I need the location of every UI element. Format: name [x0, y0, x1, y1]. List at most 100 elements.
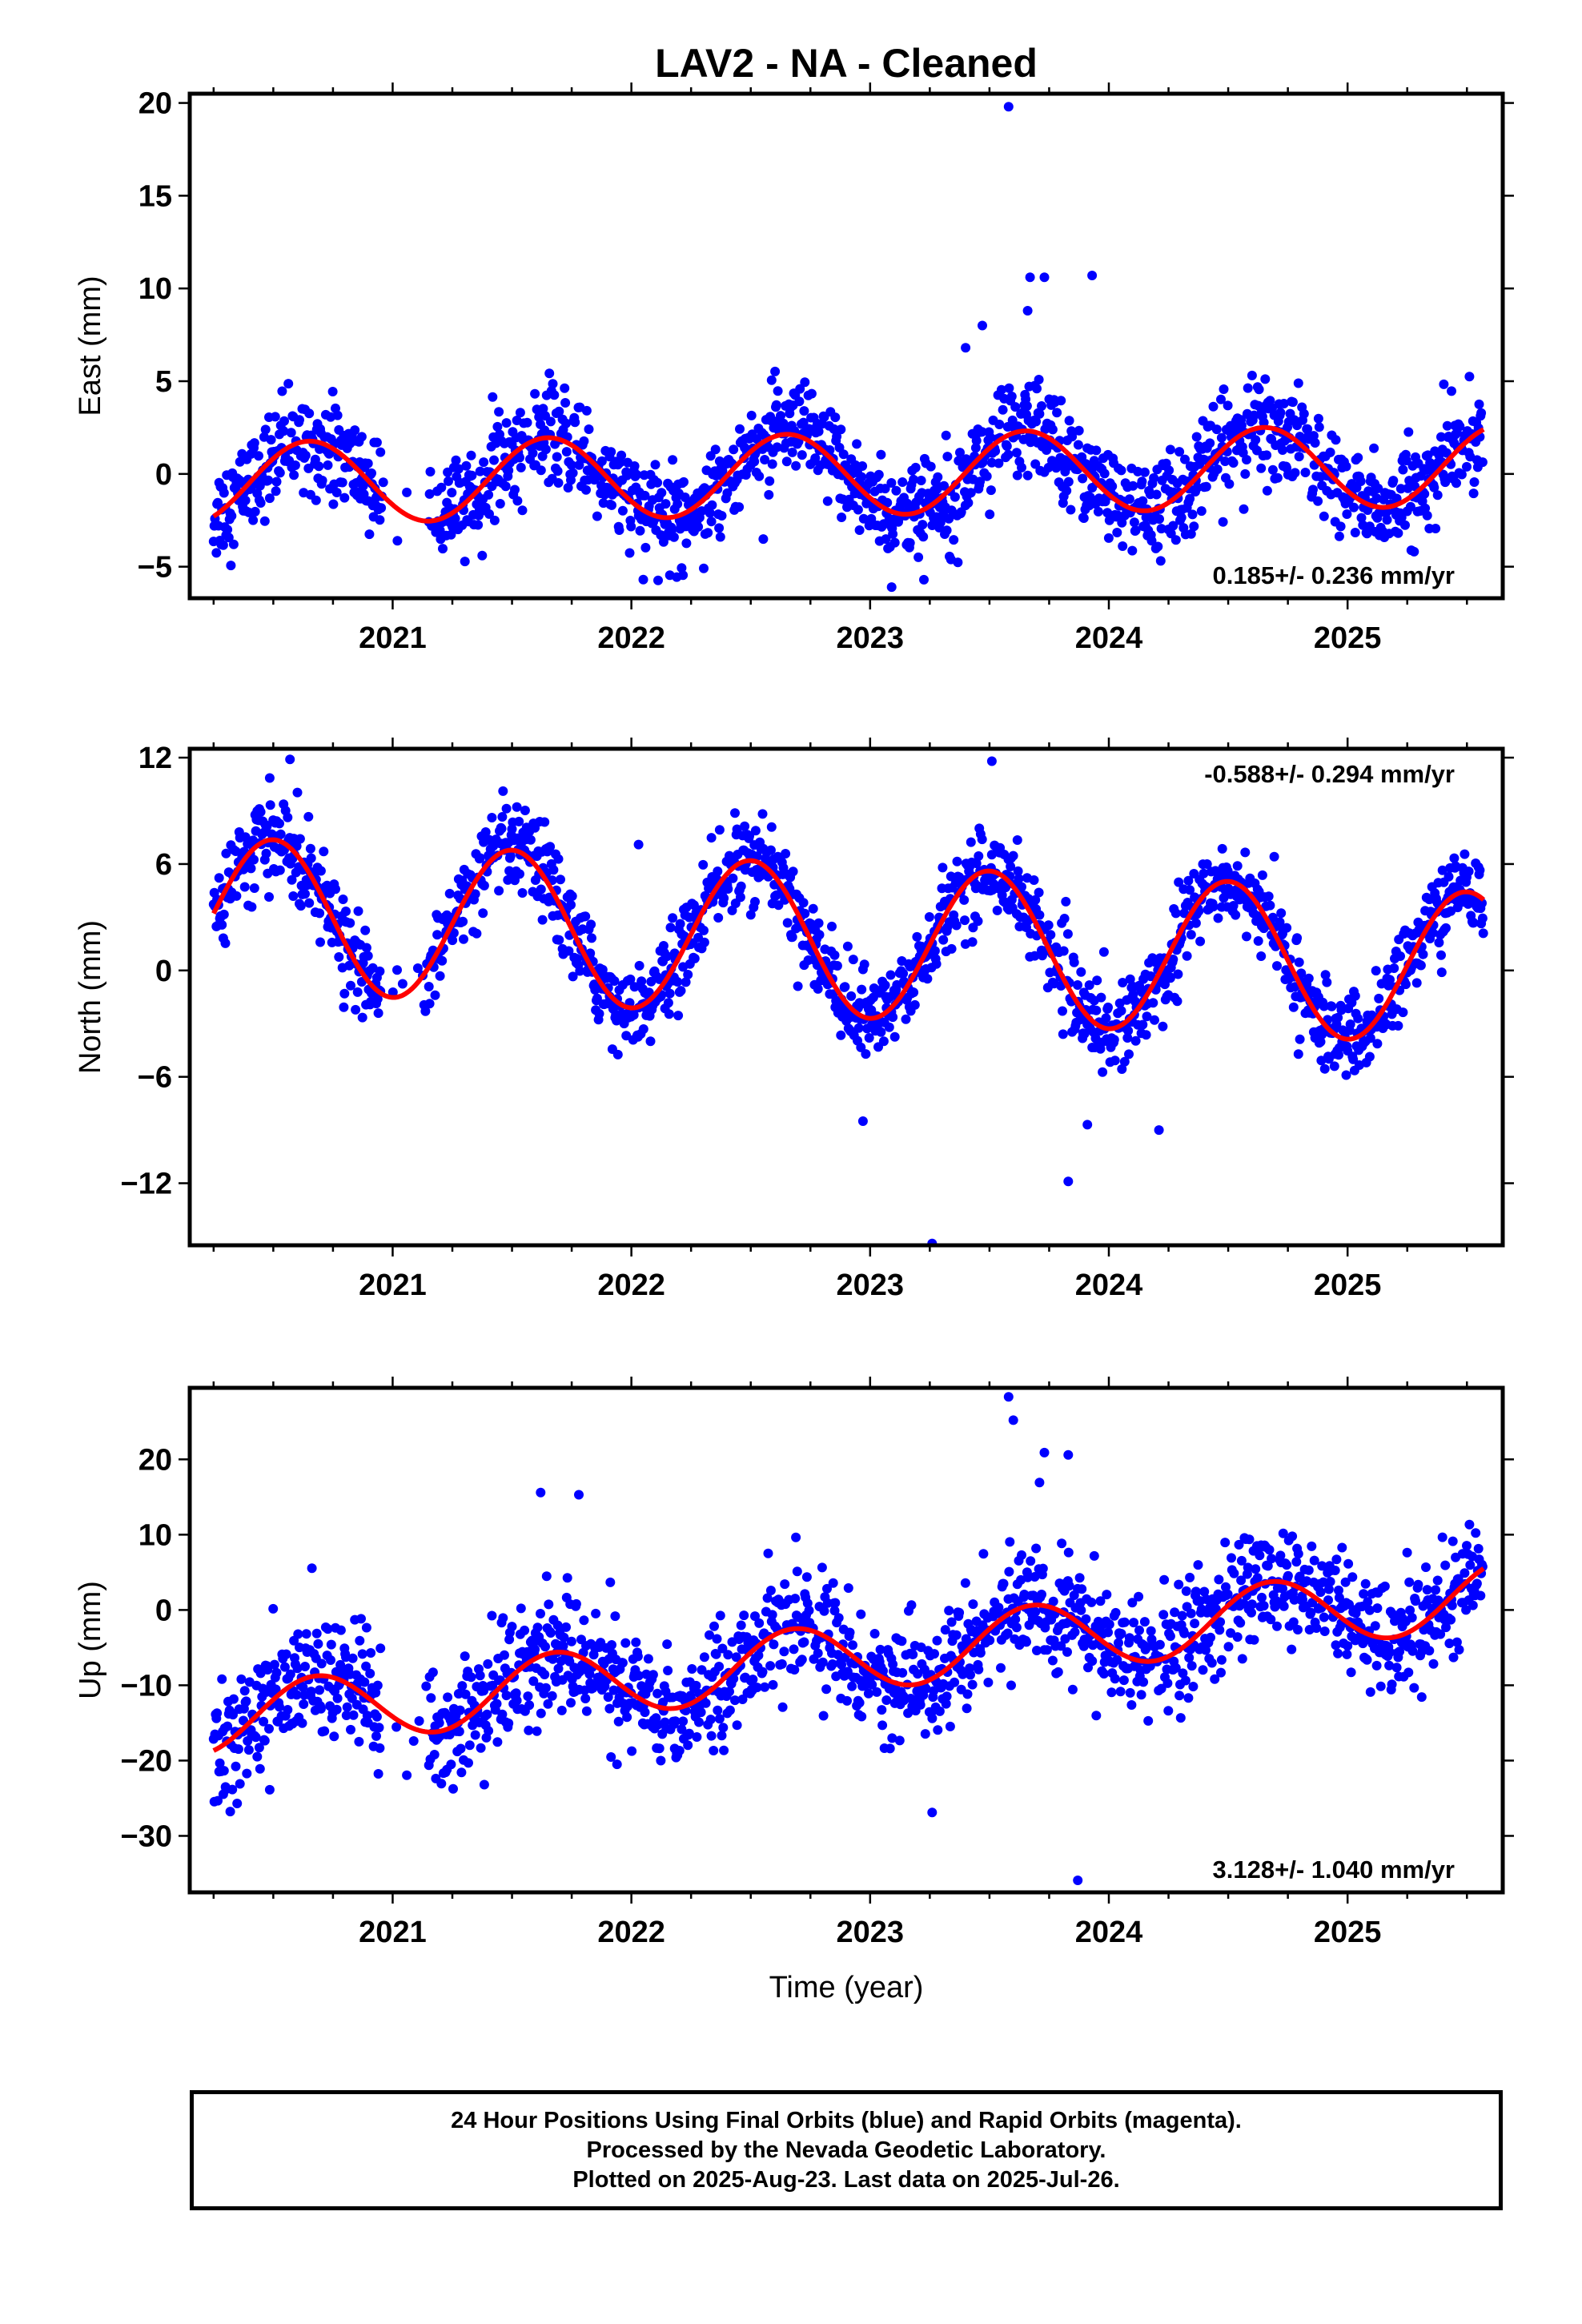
- data-point: [375, 966, 385, 976]
- data-point: [624, 548, 635, 558]
- data-point: [1003, 449, 1014, 460]
- data-point: [1407, 1613, 1417, 1622]
- data-point: [421, 1681, 432, 1691]
- data-point: [1148, 998, 1158, 1008]
- data-point: [960, 915, 970, 926]
- data-point: [556, 1656, 566, 1667]
- data-point: [373, 1008, 383, 1019]
- data-point: [791, 1532, 801, 1542]
- data-point: [371, 1687, 381, 1698]
- data-point: [919, 574, 929, 585]
- data-point: [770, 366, 781, 376]
- data-point: [1263, 891, 1274, 902]
- data-point: [1174, 447, 1185, 457]
- data-point: [1369, 443, 1379, 453]
- data-point: [906, 1600, 917, 1610]
- data-point: [1402, 1547, 1412, 1558]
- x-tick-label: 2021: [359, 1916, 427, 1949]
- data-point: [1022, 470, 1033, 480]
- data-point: [1223, 1589, 1233, 1599]
- data-point: [264, 773, 275, 783]
- data-point: [798, 417, 809, 428]
- data-point: [1293, 1625, 1303, 1634]
- data-point: [1333, 1648, 1343, 1659]
- data-point: [446, 1759, 456, 1770]
- data-point: [604, 1703, 615, 1714]
- data-point: [632, 469, 642, 480]
- data-point: [1199, 868, 1209, 879]
- data-point: [1122, 1033, 1133, 1043]
- data-point: [857, 472, 867, 482]
- data-point: [797, 1655, 807, 1665]
- data-point: [476, 1743, 486, 1753]
- data-point: [1186, 930, 1196, 940]
- data-point: [266, 435, 276, 445]
- data-point: [1436, 432, 1446, 442]
- data-point: [575, 966, 585, 976]
- data-point: [552, 466, 563, 476]
- data-point: [532, 1622, 543, 1633]
- data-point: [750, 897, 760, 907]
- data-point: [822, 496, 833, 506]
- data-point: [271, 1667, 282, 1678]
- data-point: [1059, 914, 1070, 923]
- data-point: [1047, 424, 1058, 435]
- data-point: [1064, 416, 1074, 426]
- data-point: [579, 436, 589, 446]
- data-point: [799, 406, 809, 416]
- data-point: [470, 889, 480, 899]
- data-point: [891, 485, 901, 496]
- data-point: [447, 488, 457, 498]
- data-point: [353, 906, 363, 916]
- data-point: [260, 424, 271, 435]
- data-point: [1409, 1683, 1419, 1693]
- data-point: [1006, 862, 1016, 871]
- data-point: [1365, 1687, 1375, 1697]
- data-point: [626, 521, 636, 532]
- data-point: [1066, 505, 1076, 515]
- data-point: [683, 1740, 693, 1751]
- data-point: [714, 523, 725, 533]
- data-point: [1266, 1614, 1276, 1625]
- data-point: [837, 1659, 847, 1670]
- data-point: [1343, 1558, 1354, 1569]
- data-point: [283, 379, 294, 389]
- data-point: [1372, 1603, 1383, 1614]
- data-point: [292, 787, 303, 798]
- data-point: [275, 829, 286, 839]
- data-point: [853, 1023, 864, 1033]
- data-point: [675, 919, 685, 929]
- data-point: [656, 1755, 666, 1766]
- data-point: [306, 1687, 316, 1697]
- data-point: [375, 1743, 385, 1753]
- data-point: [856, 1609, 866, 1619]
- data-point: [828, 1578, 838, 1588]
- data-point: [1469, 477, 1480, 487]
- data-point: [1447, 1600, 1457, 1610]
- east-ylabel: East (mm): [74, 275, 107, 416]
- data-point: [437, 955, 448, 966]
- data-point: [962, 1689, 973, 1699]
- data-point: [547, 1691, 557, 1701]
- data-point: [1215, 1625, 1225, 1635]
- data-point: [692, 1732, 702, 1742]
- data-point: [1437, 1532, 1447, 1542]
- data-point: [279, 416, 289, 426]
- data-point: [810, 453, 821, 464]
- data-point: [355, 1635, 365, 1646]
- data-point: [1074, 425, 1084, 436]
- x-tick-label: 2022: [597, 1916, 665, 1949]
- data-point: [424, 982, 434, 991]
- data-point: [1292, 933, 1303, 943]
- data-point: [780, 1579, 790, 1590]
- up-fit-line: [212, 1566, 1485, 1753]
- data-point: [1070, 1627, 1080, 1637]
- data-point: [1067, 432, 1078, 442]
- data-point: [1034, 1478, 1045, 1488]
- data-point: [1180, 454, 1190, 464]
- data-point: [446, 529, 456, 540]
- data-point: [1063, 476, 1074, 487]
- data-point: [1431, 1585, 1441, 1595]
- data-point: [1130, 1035, 1141, 1046]
- data-point: [228, 1710, 238, 1720]
